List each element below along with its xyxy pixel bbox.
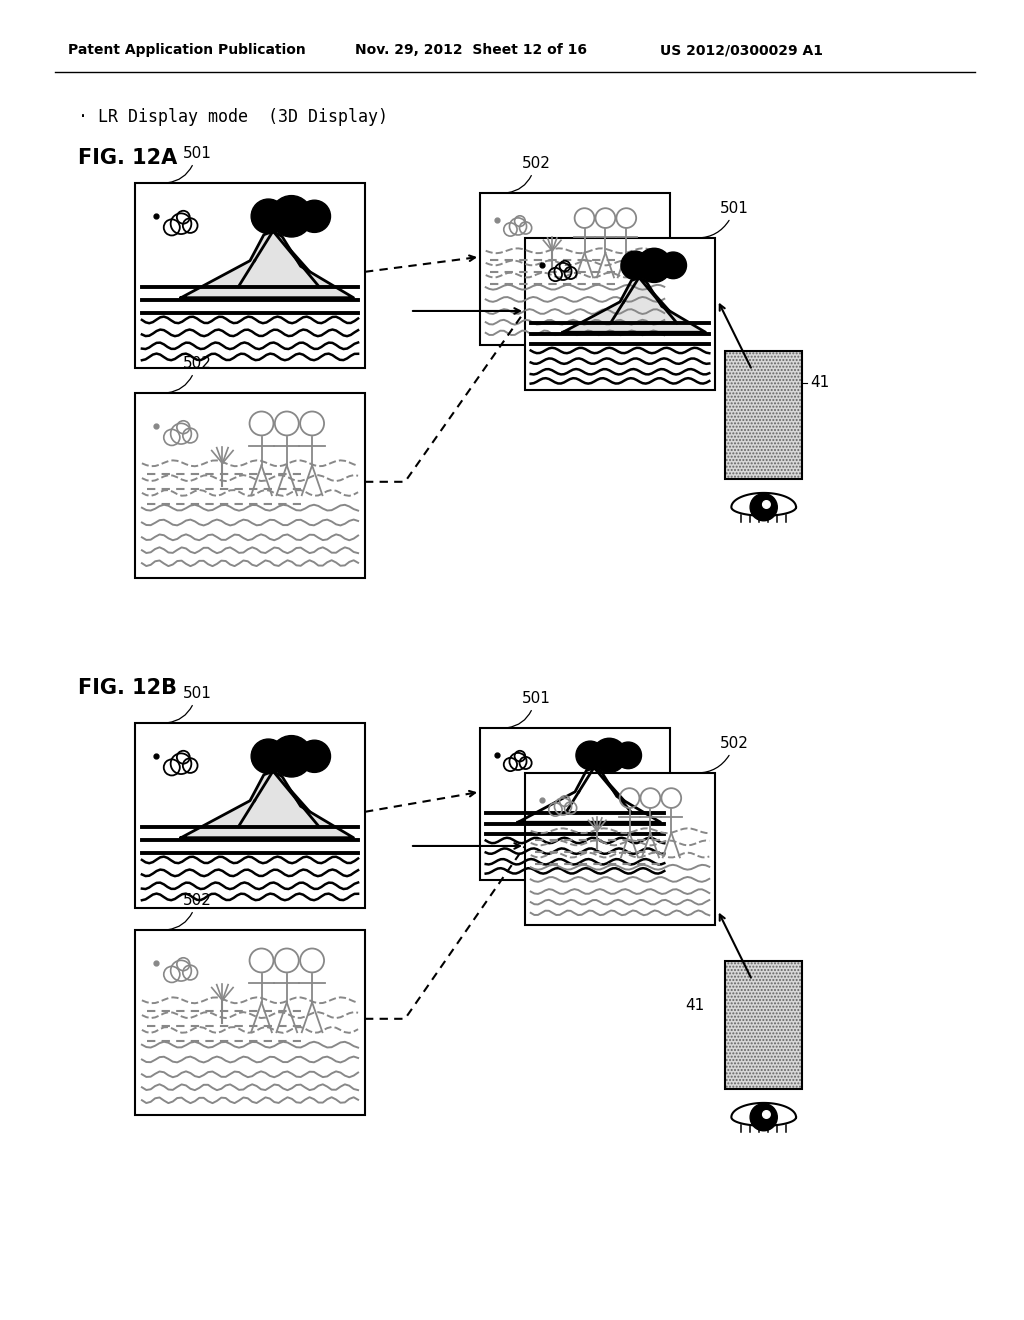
Circle shape	[763, 1110, 770, 1118]
Circle shape	[270, 735, 312, 777]
Circle shape	[763, 500, 770, 508]
Text: 502: 502	[522, 156, 551, 172]
Text: FIG. 12A: FIG. 12A	[78, 148, 177, 168]
Polygon shape	[181, 231, 353, 298]
Circle shape	[575, 741, 604, 770]
Text: 502: 502	[183, 356, 212, 371]
Text: 501: 501	[522, 690, 551, 706]
Circle shape	[751, 1104, 777, 1131]
Bar	[525, 774, 715, 925]
Bar	[135, 723, 365, 908]
Text: 41: 41	[810, 375, 829, 391]
Text: 501: 501	[183, 686, 212, 701]
Circle shape	[270, 195, 312, 238]
Polygon shape	[563, 277, 706, 333]
Circle shape	[251, 739, 286, 774]
Circle shape	[751, 494, 777, 521]
Text: Nov. 29, 2012  Sheet 12 of 16: Nov. 29, 2012 Sheet 12 of 16	[355, 44, 587, 57]
Circle shape	[659, 252, 686, 279]
Text: 502: 502	[183, 894, 212, 908]
Text: FIG. 12B: FIG. 12B	[78, 678, 177, 698]
Text: 501: 501	[183, 147, 212, 161]
Text: 502: 502	[720, 737, 749, 751]
Circle shape	[614, 742, 641, 768]
Bar	[725, 961, 802, 1089]
Bar	[725, 351, 802, 479]
Polygon shape	[518, 767, 660, 822]
Text: US 2012/0300029 A1: US 2012/0300029 A1	[660, 44, 823, 57]
Circle shape	[637, 248, 672, 282]
Circle shape	[298, 741, 331, 772]
Bar	[480, 729, 670, 880]
Bar	[135, 931, 365, 1115]
Bar	[725, 961, 802, 1089]
Circle shape	[592, 738, 627, 772]
Bar	[480, 193, 670, 345]
Circle shape	[621, 251, 649, 280]
Text: · LR Display mode  (3D Display): · LR Display mode (3D Display)	[78, 108, 388, 125]
Bar	[135, 393, 365, 578]
Bar	[525, 238, 715, 389]
Text: 501: 501	[720, 201, 749, 216]
Polygon shape	[181, 771, 353, 838]
Bar	[725, 351, 802, 479]
Text: 41: 41	[685, 998, 705, 1014]
Text: Patent Application Publication: Patent Application Publication	[68, 44, 306, 57]
Circle shape	[298, 201, 331, 232]
Circle shape	[251, 199, 286, 234]
Bar	[135, 183, 365, 368]
